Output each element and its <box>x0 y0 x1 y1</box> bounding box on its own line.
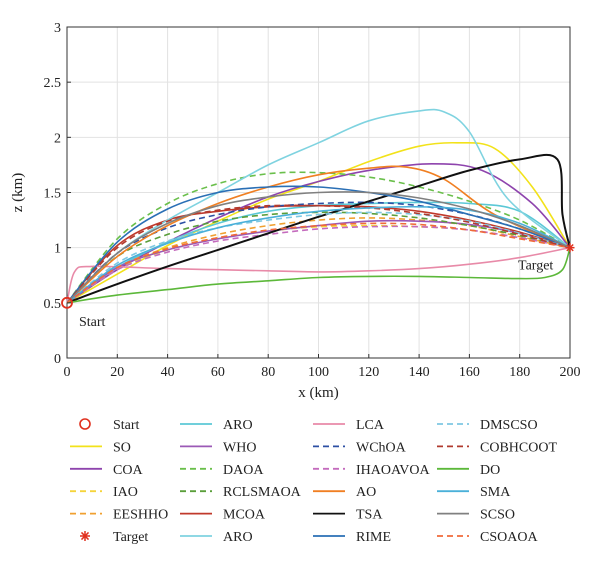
legend-target-marker <box>80 531 90 541</box>
legend-label: LCA <box>356 418 385 433</box>
series-line-scso-20 <box>66 191 571 304</box>
legend-label: COA <box>113 463 143 478</box>
x-tick-label: 60 <box>211 365 225 380</box>
x-tick-label: 100 <box>308 365 329 380</box>
legend-item-do: DO <box>437 463 500 478</box>
legend-item-csoaoa: CSOAOA <box>437 530 538 545</box>
y-tick-label: 1 <box>54 242 61 257</box>
legend-label: CSOAOA <box>480 530 538 545</box>
y-tick-label: 2 <box>54 131 61 146</box>
legend-item-ihaoavoa: IHAOAVOA <box>313 463 431 478</box>
y-tick-label: 3 <box>54 21 61 36</box>
legend-label: Target <box>113 530 148 545</box>
legend-label: DMSCSO <box>480 418 538 433</box>
legend-item-iao: IAO <box>70 485 138 500</box>
legend-label: Start <box>113 418 140 433</box>
series-line-cobhcoot-17 <box>66 204 571 304</box>
x-tick-label: 160 <box>459 365 480 380</box>
series-line-ao-13 <box>66 165 571 304</box>
legend-label: MCOA <box>223 508 266 523</box>
series-layer <box>61 108 575 309</box>
x-tick-label: 20 <box>110 365 124 380</box>
legend-item-sma: SMA <box>437 485 511 500</box>
legend-item-tsa: TSA <box>313 508 383 523</box>
legend-label: ARO <box>223 530 253 545</box>
start-annotation: Start <box>79 315 106 330</box>
legend-label: IHAOAVOA <box>356 463 431 478</box>
start-marker <box>61 296 73 309</box>
legend-label: DAOA <box>223 463 264 478</box>
legend: Start SO COA IAO EESHHO Target ARO WHO DAOA RCLSM… <box>70 418 557 545</box>
series-line-rime-15 <box>66 185 571 304</box>
legend-label: SO <box>113 440 131 455</box>
legend-item-wchoa: WChOA <box>313 440 407 455</box>
legend-item-start: Start <box>79 418 140 433</box>
series-line-dmscso-16 <box>66 211 571 304</box>
series-line-tsa-14 <box>66 153 571 304</box>
legend-item-eeshho: EESHHO <box>70 508 168 523</box>
legend-label: COBHCOOT <box>480 440 557 455</box>
y-tick-label: 2.5 <box>44 76 62 91</box>
target-annotation: Target <box>518 259 553 274</box>
series-line-who-5 <box>66 219 571 304</box>
legend-label: WChOA <box>356 440 407 455</box>
legend-label: ARO <box>223 418 253 433</box>
legend-item-scso: SCSO <box>437 508 515 523</box>
legend-item-lca: LCA <box>313 418 385 433</box>
series-line-csoaoa-21 <box>66 222 571 304</box>
legend-label: WHO <box>223 440 256 455</box>
legend-item-aro: ARO <box>180 530 253 545</box>
legend-label: SCSO <box>480 508 515 523</box>
series-line-daoa-6 <box>66 171 571 304</box>
x-tick-label: 120 <box>358 365 379 380</box>
y-tick-label: 0.5 <box>44 297 62 312</box>
legend-start-marker <box>79 418 91 430</box>
legend-label: RIME <box>356 530 391 545</box>
x-tick-label: 180 <box>509 365 530 380</box>
legend-item-mcoa: MCOA <box>180 508 266 523</box>
legend-item-who: WHO <box>180 440 256 455</box>
x-tick-label: 200 <box>560 365 581 380</box>
legend-label: IAO <box>113 485 138 500</box>
series-line-lca-10 <box>66 246 571 303</box>
legend-item-aro: ARO <box>180 418 253 433</box>
legend-item-cobhcoot: COBHCOOT <box>437 440 557 455</box>
series-line-rclsmaoa-7 <box>66 211 571 304</box>
x-tick-label: 0 <box>64 365 71 380</box>
x-axis-label: x (km) <box>298 385 338 401</box>
x-tick-label: 40 <box>161 365 175 380</box>
legend-label: SMA <box>480 485 511 500</box>
legend-label: TSA <box>356 508 383 523</box>
series-line-do-18 <box>66 247 571 304</box>
legend-item-dmscso: DMSCSO <box>437 418 538 433</box>
legend-label: EESHHO <box>113 508 168 523</box>
x-tick-label: 80 <box>261 365 275 380</box>
legend-label: AO <box>356 485 376 500</box>
legend-item-ao: AO <box>313 485 376 500</box>
legend-item-coa: COA <box>70 463 143 478</box>
legend-item-daoa: DAOA <box>180 463 264 478</box>
legend-label: RCLSMAOA <box>223 485 302 500</box>
y-tick-label: 0 <box>54 352 61 367</box>
target-marker-stroke <box>566 243 574 252</box>
series-line-coa-1 <box>66 163 571 304</box>
legend-target-marker-stroke <box>80 531 90 541</box>
legend-item-rime: RIME <box>313 530 391 545</box>
legend-item-rclsmaoa: RCLSMAOA <box>180 485 302 500</box>
x-tick-label: 140 <box>409 365 430 380</box>
y-tick-label: 1.5 <box>44 187 62 202</box>
y-axis-label: z (km) <box>10 173 26 213</box>
target-marker <box>565 243 575 253</box>
legend-item-so: SO <box>70 440 131 455</box>
axis-ticks: 0 20 40 60 80 100 120 140 160 180 200 0 0.5 1 1.5 2 2.5 3 <box>44 21 581 380</box>
legend-label: DO <box>480 463 500 478</box>
legend-item-target: Target <box>80 530 148 545</box>
